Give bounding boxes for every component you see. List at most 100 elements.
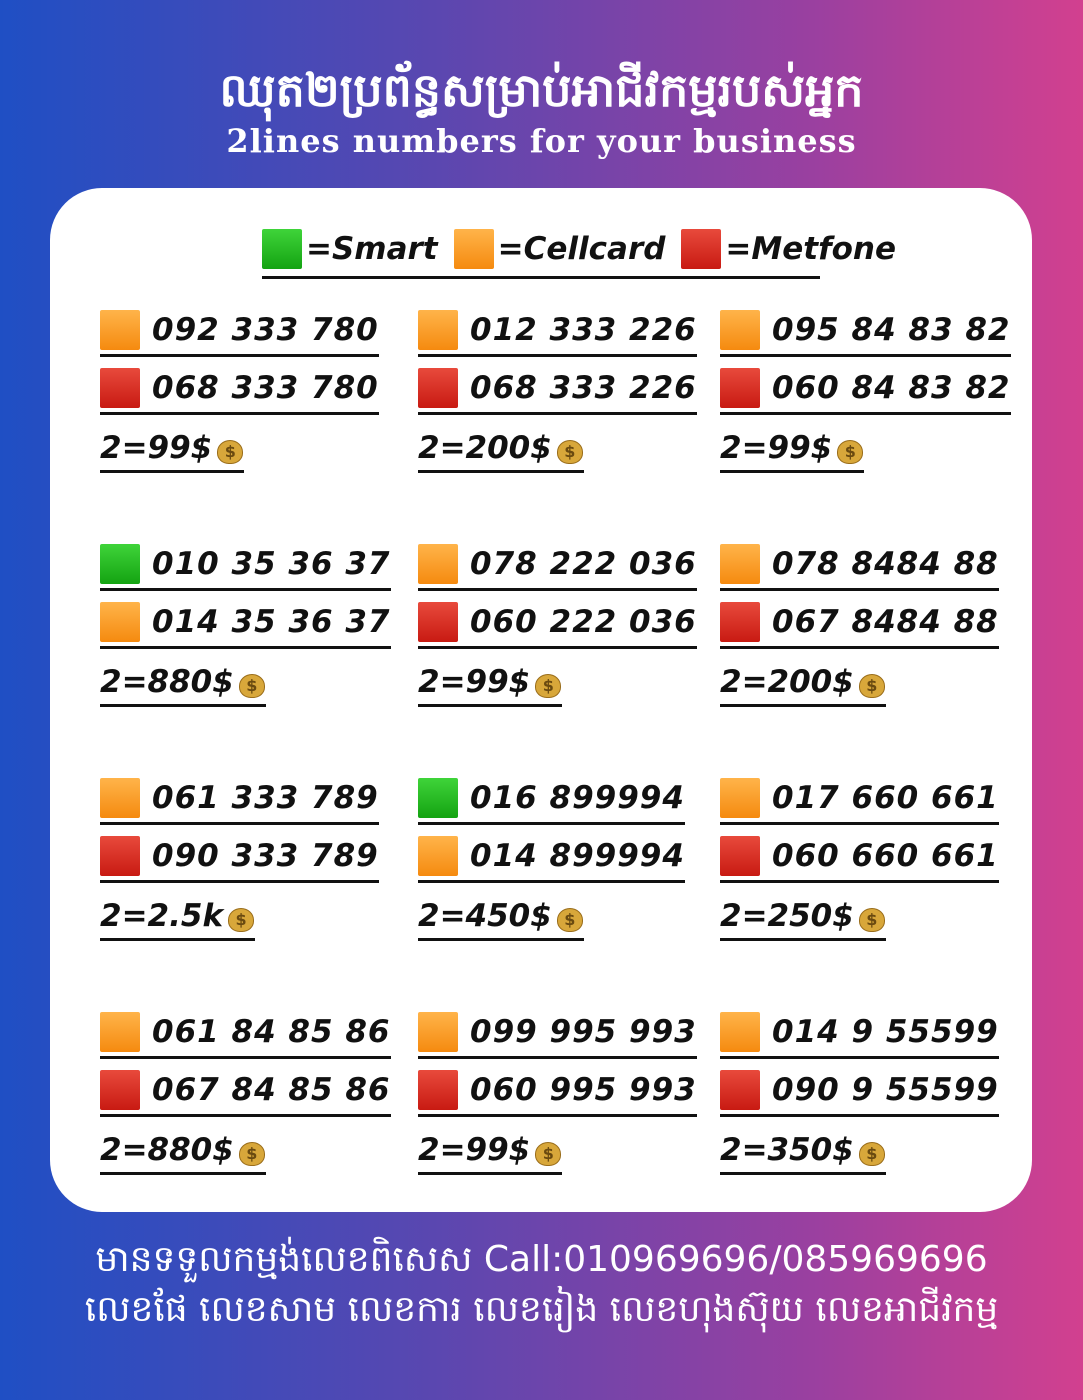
phone-number: 016 899994: [470, 780, 685, 816]
metfone-carrier-icon: [720, 602, 760, 642]
price-line: 2=350$: [720, 1132, 886, 1175]
phone-number-line: 060 222 036: [418, 602, 697, 649]
smart-carrier-icon: [418, 778, 458, 818]
price: 2=99$: [418, 1132, 531, 1168]
phone-number: 090 9 55599: [772, 1072, 999, 1108]
price: 2=200$: [418, 430, 552, 466]
legend-label-metfone: =Metfone: [725, 231, 896, 267]
phone-number: 010 35 36 37: [152, 546, 391, 582]
price-line: 2=99$: [720, 430, 865, 473]
phone-number: 067 84 85 86: [152, 1072, 391, 1108]
phone-number-line: 061 84 85 86: [100, 1012, 391, 1059]
phone-number-line: 090 333 789: [100, 836, 379, 883]
price-line: 2=99$: [100, 430, 245, 473]
price-line: 2=450$: [418, 898, 584, 941]
phone-number: 078 222 036: [470, 546, 697, 582]
phone-number-line: 061 333 789: [100, 778, 379, 825]
phone-number: 068 333 226: [470, 370, 697, 406]
phone-number: 012 333 226: [470, 312, 697, 348]
metfone-carrier-icon: [720, 1070, 760, 1110]
legend-label-cellcard: =Cellcard: [497, 231, 666, 267]
price-line: 2=250$: [720, 898, 886, 941]
smart-color-swatch: [262, 229, 302, 269]
phone-number-line: 067 8484 88: [720, 602, 999, 649]
phone-number: 014 899994: [470, 838, 685, 874]
money-bag-icon: [238, 1134, 266, 1166]
phone-number-line: 014 9 55599: [720, 1012, 999, 1059]
money-bag-icon: [836, 432, 864, 464]
price: 2=450$: [418, 898, 552, 934]
cellcard-carrier-icon: [100, 778, 140, 818]
metfone-carrier-icon: [418, 1070, 458, 1110]
metfone-color-swatch: [681, 229, 722, 269]
money-bag-icon: [556, 900, 584, 932]
cellcard-carrier-icon: [720, 1012, 760, 1052]
price-line: 2=880$: [100, 664, 266, 707]
money-bag-icon: [216, 432, 244, 464]
cellcard-carrier-icon: [418, 1012, 458, 1052]
smart-carrier-icon: [100, 544, 140, 584]
phone-number: 061 84 85 86: [152, 1014, 391, 1050]
money-bag-icon: [858, 1134, 886, 1166]
khmer-title: ឈុត២ប្រព័ន្ធសម្រាប់អាជីវកម្មរបស់អ្នក: [219, 63, 864, 117]
price: 2=880$: [100, 664, 234, 700]
money-bag-icon: [858, 900, 886, 932]
phone-number-line: 090 9 55599: [720, 1070, 999, 1117]
metfone-carrier-icon: [720, 368, 760, 408]
money-bag-icon: [227, 900, 255, 932]
phone-number: 067 8484 88: [772, 604, 999, 640]
phone-number-line: 092 333 780: [100, 310, 379, 357]
money-bag-icon: [534, 666, 562, 698]
carrier-legend: =Smart =Cellcard =Metfone: [262, 222, 896, 279]
price: 2=250$: [720, 898, 854, 934]
price-line: 2=880$: [100, 1132, 266, 1175]
phone-number-line: 060 84 83 82: [720, 368, 1011, 415]
money-bag-icon: [556, 432, 584, 464]
cellcard-carrier-icon: [720, 778, 760, 818]
phone-number: 099 995 993: [470, 1014, 697, 1050]
cellcard-carrier-icon: [418, 544, 458, 584]
subtitle: 2lines numbers for your business: [226, 122, 857, 160]
cellcard-carrier-icon: [418, 836, 458, 876]
phone-number: 060 84 83 82: [772, 370, 1011, 406]
price: 2=350$: [720, 1132, 854, 1168]
phone-number-line: 095 84 83 82: [720, 310, 1011, 357]
phone-number-line: 099 995 993: [418, 1012, 697, 1059]
money-bag-icon: [238, 666, 266, 698]
price: 2=880$: [100, 1132, 234, 1168]
price: 2=99$: [720, 430, 833, 466]
phone-number-line: 078 8484 88: [720, 544, 999, 591]
price-line: 2=99$: [418, 664, 563, 707]
phone-number: 060 660 661: [772, 838, 999, 874]
money-bag-icon: [534, 1134, 562, 1166]
phone-number: 095 84 83 82: [772, 312, 1011, 348]
phone-number: 090 333 789: [152, 838, 379, 874]
phone-number-line: 014 899994: [418, 836, 685, 883]
cellcard-carrier-icon: [100, 310, 140, 350]
metfone-carrier-icon: [100, 836, 140, 876]
phone-number: 014 9 55599: [772, 1014, 999, 1050]
metfone-carrier-icon: [720, 836, 760, 876]
price: 2=200$: [720, 664, 854, 700]
legend-label-smart: =Smart: [306, 231, 438, 267]
phone-number: 068 333 780: [152, 370, 379, 406]
phone-number-line: 012 333 226: [418, 310, 697, 357]
cellcard-carrier-icon: [418, 310, 458, 350]
price-line: 2=99$: [418, 1132, 563, 1175]
phone-number-line: 016 899994: [418, 778, 685, 825]
phone-number-line: 067 84 85 86: [100, 1070, 391, 1117]
phone-number-line: 068 333 226: [418, 368, 697, 415]
phone-number-line: 010 35 36 37: [100, 544, 391, 591]
phone-number-line: 014 35 36 37: [100, 602, 391, 649]
cellcard-color-swatch: [453, 229, 494, 269]
price-line: 2=200$: [720, 664, 886, 707]
money-bag-icon: [858, 666, 886, 698]
metfone-carrier-icon: [100, 1070, 140, 1110]
numbers-card: [50, 188, 1032, 1212]
price-line: 2=2.5k: [100, 898, 256, 941]
price: 2=2.5k: [100, 898, 224, 934]
phone-number: 078 8484 88: [772, 546, 999, 582]
phone-number-line: 060 660 661: [720, 836, 999, 883]
price: 2=99$: [100, 430, 213, 466]
phone-number: 014 35 36 37: [152, 604, 391, 640]
